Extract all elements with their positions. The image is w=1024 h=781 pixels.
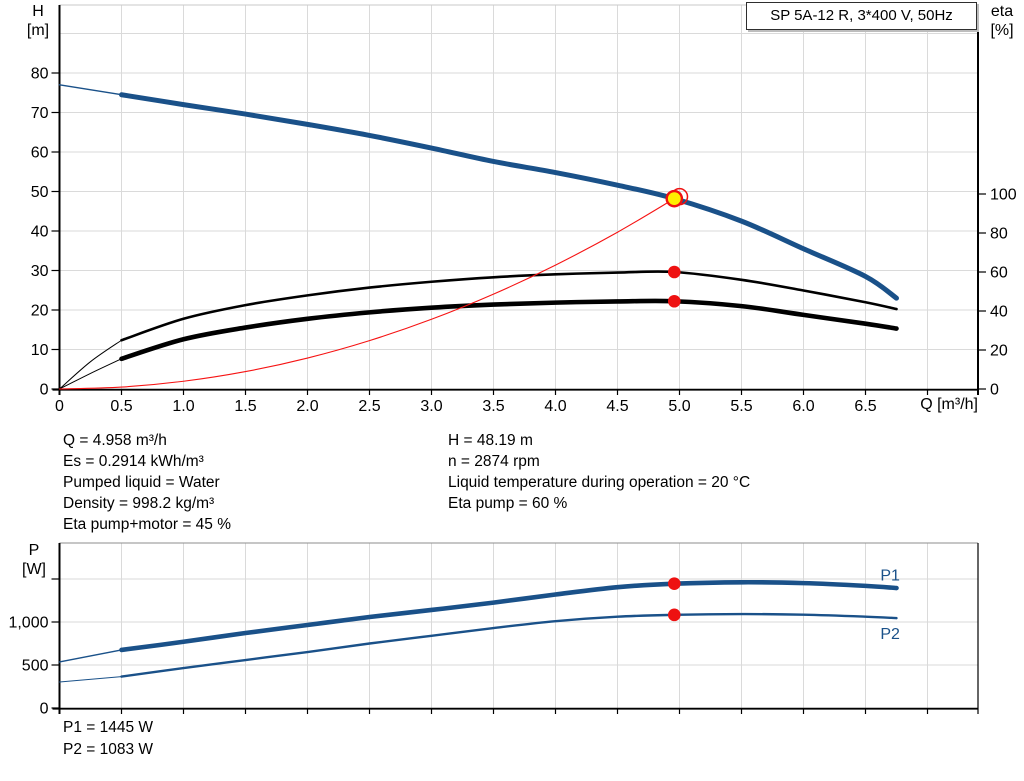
duty-point (665, 189, 684, 208)
y-tick-label: 20 (31, 303, 49, 320)
y-tick-label: 500 (22, 658, 49, 675)
p2-curve-main (120, 612, 898, 678)
x-tick-label: 3.5 (482, 398, 504, 415)
eta-pump-curve-main (120, 270, 898, 342)
eta-pump-curve-thin (59, 339, 122, 390)
eta-pump-motor-curve-thin (59, 358, 122, 390)
info-line-n: n = 2874 rpm (448, 453, 540, 470)
x-tick-label: 4.0 (544, 398, 566, 415)
x-tick-label: 5.5 (730, 398, 752, 415)
head-efficiency-chart: 0 0.5 1.0 1.5 2.0 2.5 3.0 3.5 4.0 4.5 5.0 5.5 6.0 6.5… (31, 4, 1017, 416)
y2-tick-label: 20 (990, 343, 1008, 360)
x-tick-label: 6.5 (854, 398, 876, 415)
axis-ticks (51, 72, 986, 395)
eta-pump-motor-curve (59, 298, 899, 390)
x-tick-label: 2.5 (358, 398, 380, 415)
y-tick-label: 0 (40, 382, 49, 399)
info-line-temperature: Liquid temperature during operation = 20… (448, 474, 751, 491)
p1-duty-point (667, 577, 681, 591)
y-tick-label: 70 (31, 105, 49, 122)
eta-pump-point (667, 265, 681, 279)
info-line-h: H = 48.19 m (448, 432, 533, 449)
p2-curve (59, 612, 898, 683)
p1-curve-thin (58, 649, 123, 663)
gridlines (59, 543, 978, 708)
y2-tick-label: 80 (990, 226, 1008, 243)
info-line-density: Density = 998.2 kg/m³ (63, 495, 215, 512)
info-line-q: Q = 4.958 m³/h (63, 432, 167, 449)
head-curve (58, 84, 899, 301)
y-tick-label: 10 (31, 342, 49, 359)
x-tick-label: 1.5 (234, 398, 256, 415)
eta-pump-motor-curve-main (119, 298, 899, 362)
p1-curve-main (119, 579, 899, 653)
p1-curve (58, 579, 899, 663)
power-chart: 0 500 1,000 P1 P2 (8, 542, 979, 718)
y-tick-label: 60 (31, 145, 49, 162)
y2-tick-label: 40 (990, 304, 1008, 321)
eta-axis-unit: [%] (990, 22, 1014, 39)
p1-value-line: P1 = 1445 W (63, 719, 154, 736)
x-tick-label: 0.5 (110, 398, 132, 415)
operating-data-right: H = 48.19 m n = 2874 rpm Liquid temperat… (448, 430, 750, 514)
eta-pump-curve (59, 270, 898, 390)
info-line-eta-pump: Eta pump = 60 % (448, 495, 568, 512)
x-tick-label: 5.0 (668, 398, 690, 415)
axis-tick-labels: 0 500 1,000 (8, 615, 48, 718)
system-curve-main (58, 198, 675, 390)
h-axis-label: H [m] (20, 2, 56, 40)
h-axis-symbol: H (32, 3, 44, 20)
h-axis-unit: [m] (26, 22, 50, 39)
p1-curve-label: P1 (880, 568, 900, 585)
q-axis-label: Q [m³/h] (920, 396, 978, 413)
eta-axis-symbol: eta (990, 3, 1014, 20)
p-axis-label: P [W] (16, 541, 52, 579)
head-curve-thin (58, 84, 123, 96)
info-line-eta-pump-motor: Eta pump+motor = 45 % (63, 516, 232, 533)
pump-title-box: SP 5A-12 R, 3*400 V, 50Hz (746, 2, 977, 30)
operating-data-left: Q = 4.958 m³/h Es = 0.2914 kWh/m³ Pumped… (63, 430, 231, 535)
y2-tick-label: 60 (990, 265, 1008, 282)
x-tick-label: 0 (55, 398, 64, 415)
x-tick-label: 2.0 (296, 398, 318, 415)
chart-frame (52, 542, 979, 714)
axis-tick-labels: 0 0.5 1.0 1.5 2.0 2.5 3.0 3.5 4.0 4.5 5.0 5.5 6.0 6.5… (31, 66, 1017, 416)
y2-tick-label: 100 (990, 187, 1017, 204)
eta-pump-motor-point (667, 294, 681, 308)
system-curve (58, 198, 675, 390)
info-line-es: Es = 0.2914 kWh/m³ (63, 453, 204, 470)
p2-value-line: P2 = 1083 W (63, 741, 154, 758)
x-tick-label: 6.0 (792, 398, 814, 415)
p-axis-unit: [W] (22, 561, 46, 578)
axis-ticks (51, 578, 929, 714)
y-tick-label: 0 (40, 701, 49, 718)
y2-tick-label: 0 (990, 382, 999, 399)
y-tick-label: 30 (31, 263, 49, 280)
x-tick-label: 4.5 (606, 398, 628, 415)
y-tick-label: 80 (31, 66, 49, 83)
head-curve-main (119, 92, 899, 301)
y-tick-label: 50 (31, 184, 49, 201)
p2-curve-thin (59, 676, 122, 683)
gridlines (59, 5, 978, 389)
y-tick-label: 40 (31, 224, 49, 241)
p2-duty-point (667, 608, 681, 622)
power-values: P1 = 1445 W P2 = 1083 W (63, 717, 153, 761)
y-tick-label: 1,000 (8, 615, 48, 632)
x-tick-label: 3.0 (420, 398, 442, 415)
x-tick-label: 1.0 (172, 398, 194, 415)
p2-curve-label: P2 (880, 626, 900, 643)
chart-frame (52, 4, 979, 395)
p-axis-symbol: P (28, 542, 40, 559)
eta-axis-label: eta [%] (981, 2, 1023, 40)
info-line-liquid: Pumped liquid = Water (63, 474, 220, 491)
